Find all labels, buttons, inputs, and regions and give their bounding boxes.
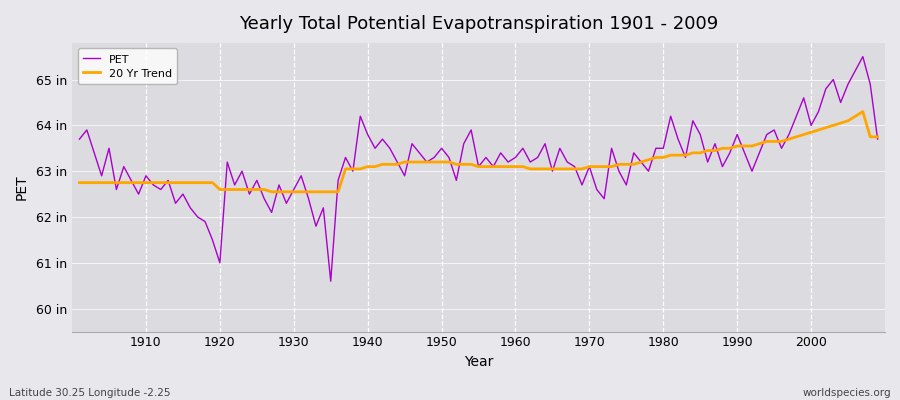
20 Yr Trend <box>133 180 144 185</box>
Title: Yearly Total Potential Evapotranspiration 1901 - 2009: Yearly Total Potential Evapotranspiratio… <box>238 15 718 33</box>
20 Yr Trend <box>347 166 358 171</box>
20 Yr Trend <box>858 109 868 114</box>
PET <box>296 173 307 178</box>
PET <box>607 146 617 151</box>
PET <box>858 54 868 59</box>
Y-axis label: PET: PET <box>15 174 29 200</box>
PET <box>510 155 521 160</box>
20 Yr Trend <box>303 190 314 194</box>
Text: Latitude 30.25 Longitude -2.25: Latitude 30.25 Longitude -2.25 <box>9 388 170 398</box>
Line: 20 Yr Trend: 20 Yr Trend <box>79 112 878 192</box>
Text: worldspecies.org: worldspecies.org <box>803 388 891 398</box>
Legend: PET, 20 Yr Trend: PET, 20 Yr Trend <box>77 48 177 84</box>
PET <box>347 169 358 174</box>
PET <box>74 137 85 142</box>
X-axis label: Year: Year <box>464 355 493 369</box>
Line: PET: PET <box>79 57 878 281</box>
20 Yr Trend <box>872 134 883 139</box>
PET <box>133 192 144 196</box>
PET <box>325 279 336 284</box>
20 Yr Trend <box>266 190 277 194</box>
PET <box>872 137 883 142</box>
PET <box>518 146 528 151</box>
20 Yr Trend <box>607 164 617 169</box>
20 Yr Trend <box>518 164 528 169</box>
20 Yr Trend <box>74 180 85 185</box>
20 Yr Trend <box>510 164 521 169</box>
